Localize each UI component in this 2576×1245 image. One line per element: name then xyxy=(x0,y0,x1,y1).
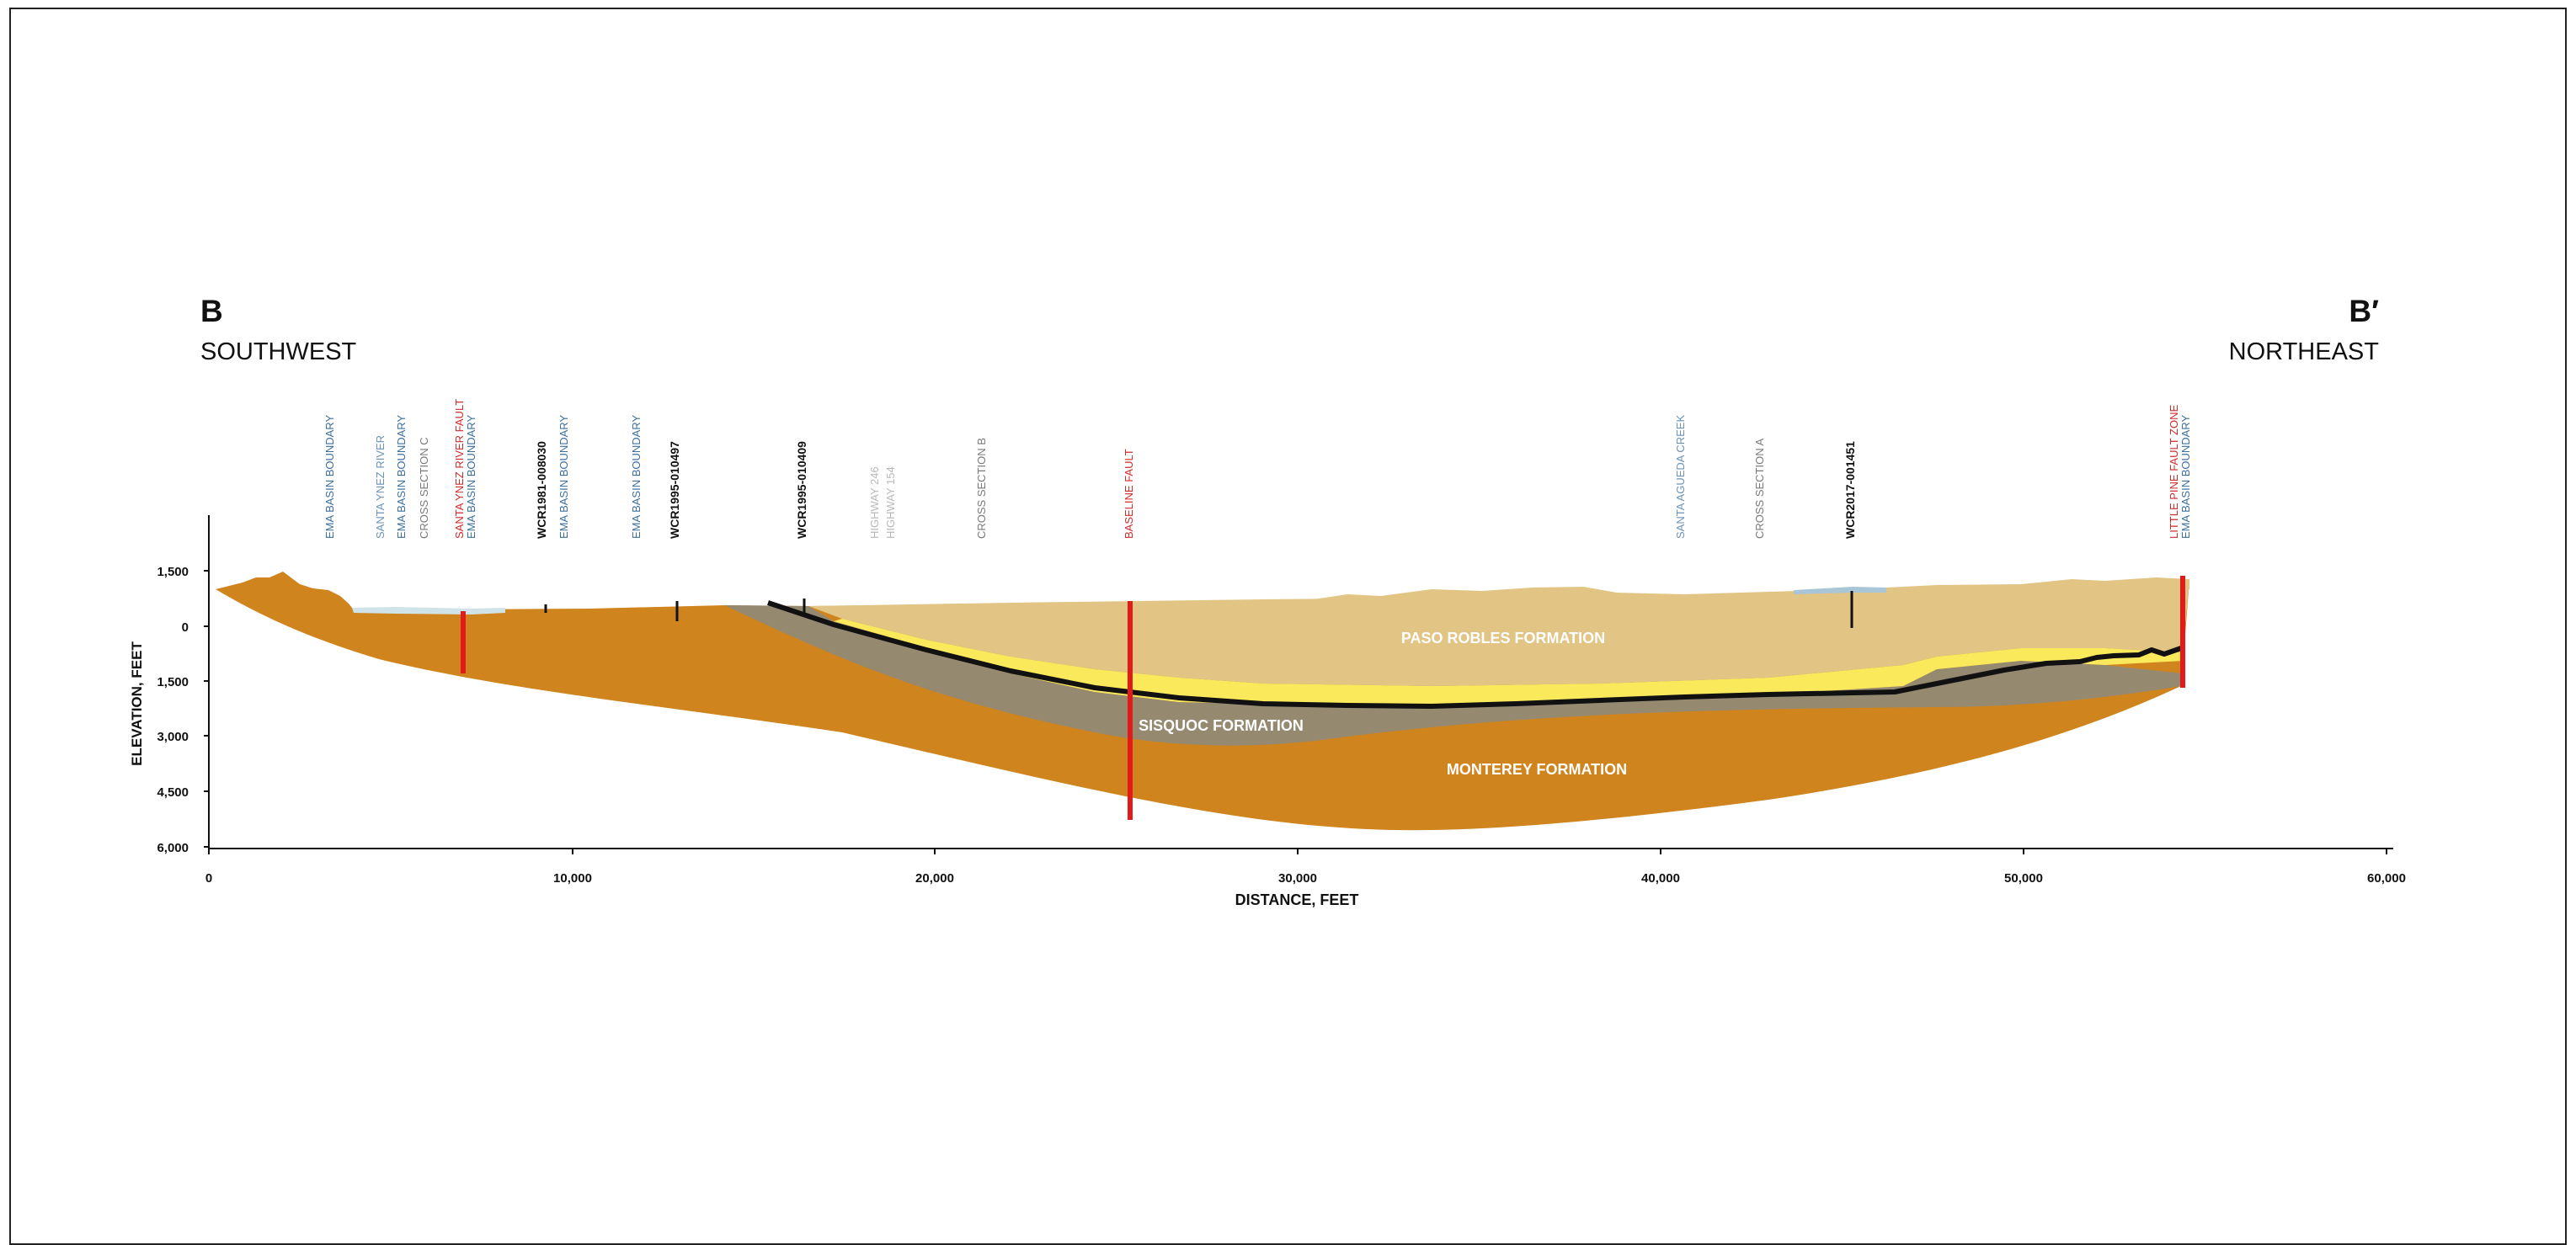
feature-label: SANTA AGUEDA CREEK xyxy=(1674,415,1687,539)
feature-label: CROSS SECTION A xyxy=(1753,438,1766,539)
sisquoc-formation xyxy=(724,605,2183,746)
feature-label: LITTLE PINE FAULT ZONE xyxy=(2168,405,2180,539)
x-axis-label: DISTANCE, FEET xyxy=(1235,891,1359,908)
section-start-letter: B xyxy=(200,294,223,328)
y-tick-label: 1,500 xyxy=(157,675,189,689)
feature-label: EMA BASIN BOUNDARY xyxy=(630,415,643,539)
feature-label: HIGHWAY 154 xyxy=(884,466,897,539)
feature-label: EMA BASIN BOUNDARY xyxy=(395,415,408,539)
paso-robles-formation xyxy=(808,581,2189,686)
feature-label: WCR1981-008030 xyxy=(535,441,548,539)
y-tick-label: 3,000 xyxy=(157,730,189,744)
feature-label: HIGHWAY 246 xyxy=(868,466,881,539)
y-tick-label: 6,000 xyxy=(157,841,189,855)
y-tick-label: 0 xyxy=(182,620,189,635)
feature-label: SANTA YNEZ RIVER FAULT xyxy=(453,399,466,539)
formation-contact-line xyxy=(767,600,2182,709)
feature-label: WCR1995-010497 xyxy=(668,441,681,539)
feature-label: SANTA YNEZ RIVER xyxy=(374,435,387,539)
y-axis: 1,500 0 1,500 3,000 4,500 6,000 ELEVATIO… xyxy=(129,515,210,855)
x-tick-label: 0 xyxy=(205,871,212,886)
alluvium xyxy=(352,607,505,615)
x-axis: 0 10,000 20,000 30,000 40,000 50,000 60,… xyxy=(205,848,2406,908)
feature-label: CROSS SECTION B xyxy=(975,438,988,539)
section-end-direction: NORTHEAST xyxy=(2229,338,2380,365)
alluvium-east xyxy=(1794,587,1886,594)
feature-label: EMA BASIN BOUNDARY xyxy=(465,415,477,539)
feature-label: EMA BASIN BOUNDARY xyxy=(557,415,570,539)
monterey-formation-label: MONTEREY FORMATION xyxy=(1447,761,1627,778)
feature-labels: EMA BASIN BOUNDARY SANTA YNEZ RIVER EMA … xyxy=(323,399,2192,539)
x-tick-label: 60,000 xyxy=(2367,871,2406,886)
feature-label: BASELINE FAULT xyxy=(1123,449,1135,539)
feature-label: EMA BASIN BOUNDARY xyxy=(2179,415,2192,539)
paso-robles-surface xyxy=(1263,577,2189,603)
sisquoc-formation-label: SISQUOC FORMATION xyxy=(1139,717,1304,734)
feature-label: EMA BASIN BOUNDARY xyxy=(323,415,336,539)
x-tick-label: 30,000 xyxy=(1278,871,1317,886)
x-tick-label: 40,000 xyxy=(1641,871,1680,886)
section-start-direction: SOUTHWEST xyxy=(200,338,357,365)
x-tick-label: 10,000 xyxy=(553,871,592,886)
feature-label: WCR2017-001451 xyxy=(1843,441,1857,539)
y-axis-label: ELEVATION, FEET xyxy=(129,641,145,766)
paso-robles-formation-label: PASO ROBLES FORMATION xyxy=(1401,630,1605,646)
y-tick-label: 1,500 xyxy=(157,565,189,579)
feature-label: WCR1995-010409 xyxy=(795,441,808,539)
x-tick-label: 50,000 xyxy=(2004,871,2043,886)
x-tick-label: 20,000 xyxy=(915,871,954,886)
feature-label: CROSS SECTION C xyxy=(418,437,430,539)
y-tick-label: 4,500 xyxy=(157,785,189,800)
yellow-unit xyxy=(834,619,2183,705)
section-end-letter: B′ xyxy=(2349,294,2379,328)
